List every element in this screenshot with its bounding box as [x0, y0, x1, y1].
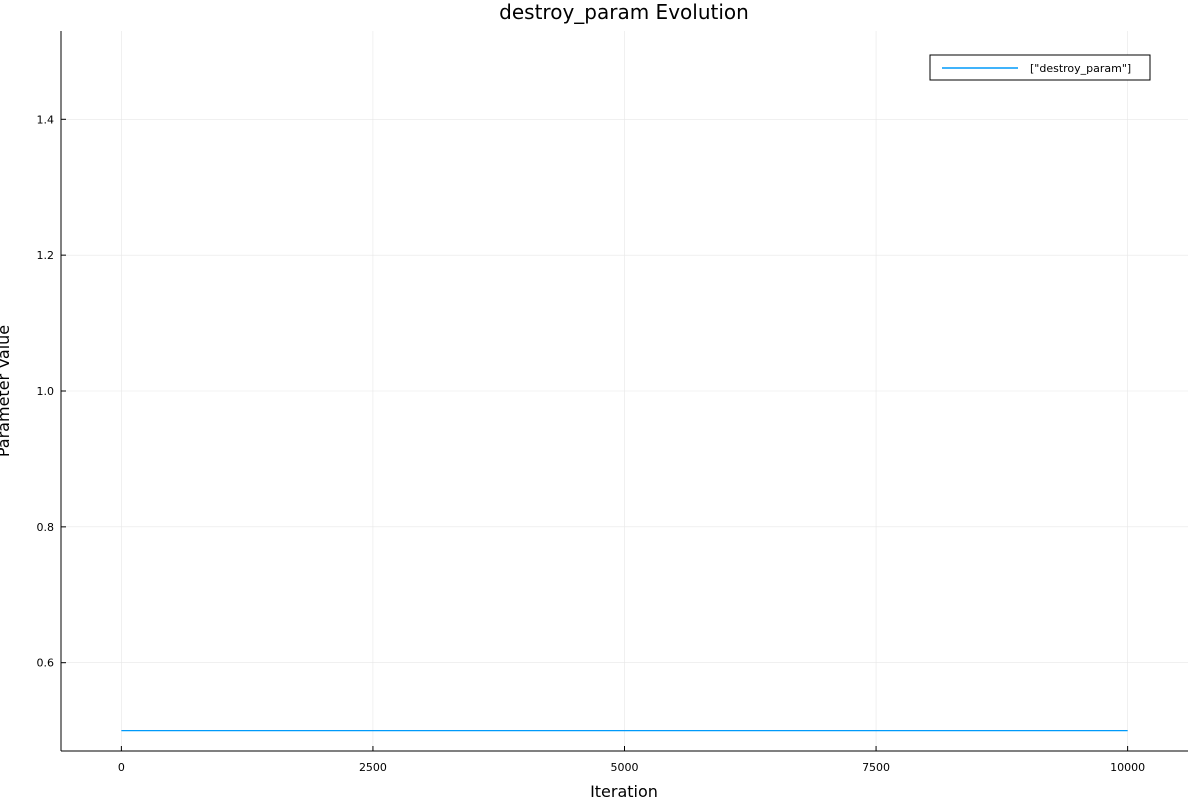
- y-axis-label: Parameter Value: [0, 325, 13, 457]
- x-tick-label: 5000: [611, 761, 639, 774]
- chart-title: destroy_param Evolution: [499, 0, 749, 24]
- y-tick-label: 1.0: [37, 385, 55, 398]
- y-tick-label: 1.2: [37, 249, 55, 262]
- legend-entry-label: ["destroy_param"]: [1030, 62, 1131, 75]
- x-tick-label: 0: [118, 761, 125, 774]
- x-tick-label: 10000: [1110, 761, 1145, 774]
- y-tick-label: 0.8: [37, 521, 55, 534]
- y-tick-label: 1.4: [37, 113, 55, 126]
- y-tick-label: 0.6: [37, 657, 55, 670]
- legend: ["destroy_param"]: [929, 54, 1151, 81]
- x-tick-label: 2500: [359, 761, 387, 774]
- x-tick-label: 7500: [862, 761, 890, 774]
- grid: [61, 31, 1188, 751]
- ticks: 0 2500 5000 7500 10000 0.6 0.8 1.0 1.2 1.4: [37, 113, 1146, 774]
- x-axis-label: Iteration: [590, 782, 658, 800]
